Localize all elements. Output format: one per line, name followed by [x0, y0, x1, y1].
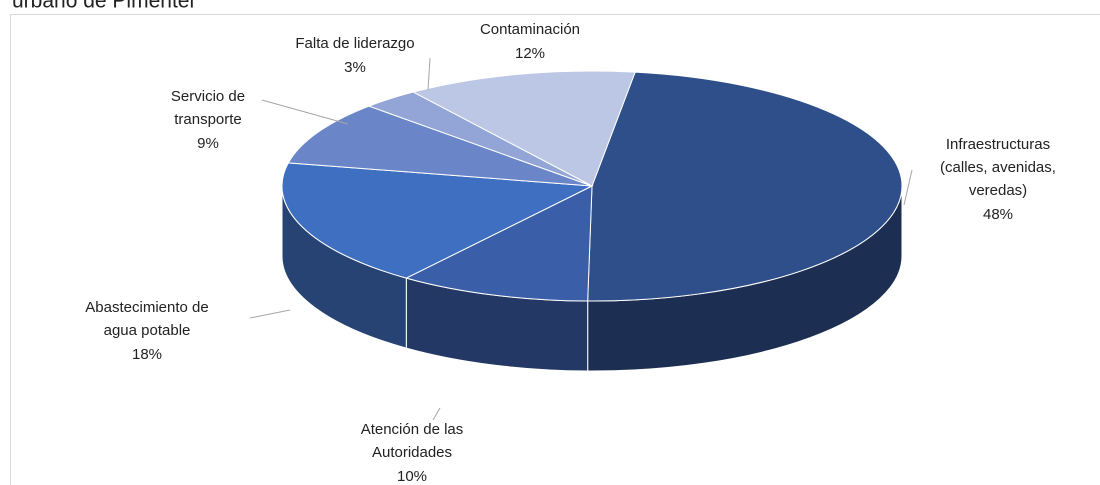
slice-label: agua potable — [104, 322, 191, 339]
slice-value-label: 10% — [397, 468, 427, 485]
slice-label: Atención de las — [361, 421, 464, 438]
slice — [281, 162, 594, 279]
slice-value-label: 18% — [132, 346, 162, 363]
leader-line — [432, 407, 441, 421]
slice — [404, 185, 593, 302]
slice-label: Infraestructuras — [946, 136, 1050, 153]
slice — [287, 105, 593, 187]
slice-value-label: 48% — [983, 206, 1013, 223]
slice-value-label: 9% — [197, 135, 219, 152]
slice-label: Abastecimiento de — [85, 299, 208, 316]
slice-label: Autoridades — [372, 444, 452, 461]
leader-line — [427, 57, 431, 91]
chart-border — [10, 14, 1100, 485]
slice-label: transporte — [174, 111, 242, 128]
leader-line — [903, 169, 913, 206]
slice-label: Falta de liderazgo — [295, 35, 414, 52]
leader-line — [249, 309, 291, 319]
slice — [587, 71, 903, 302]
slice-value-label: 3% — [344, 59, 366, 76]
slice-label: veredas) — [969, 182, 1027, 199]
chart-title: urbano de Pimentel — [12, 0, 194, 13]
slice-label: Servicio de — [171, 88, 245, 105]
slice-label: (calles, avenidas, — [940, 159, 1056, 176]
slice-value-label: 12% — [515, 45, 545, 62]
slice — [411, 70, 636, 187]
slice-label: Contaminación — [480, 21, 580, 38]
leader-line — [261, 99, 349, 125]
